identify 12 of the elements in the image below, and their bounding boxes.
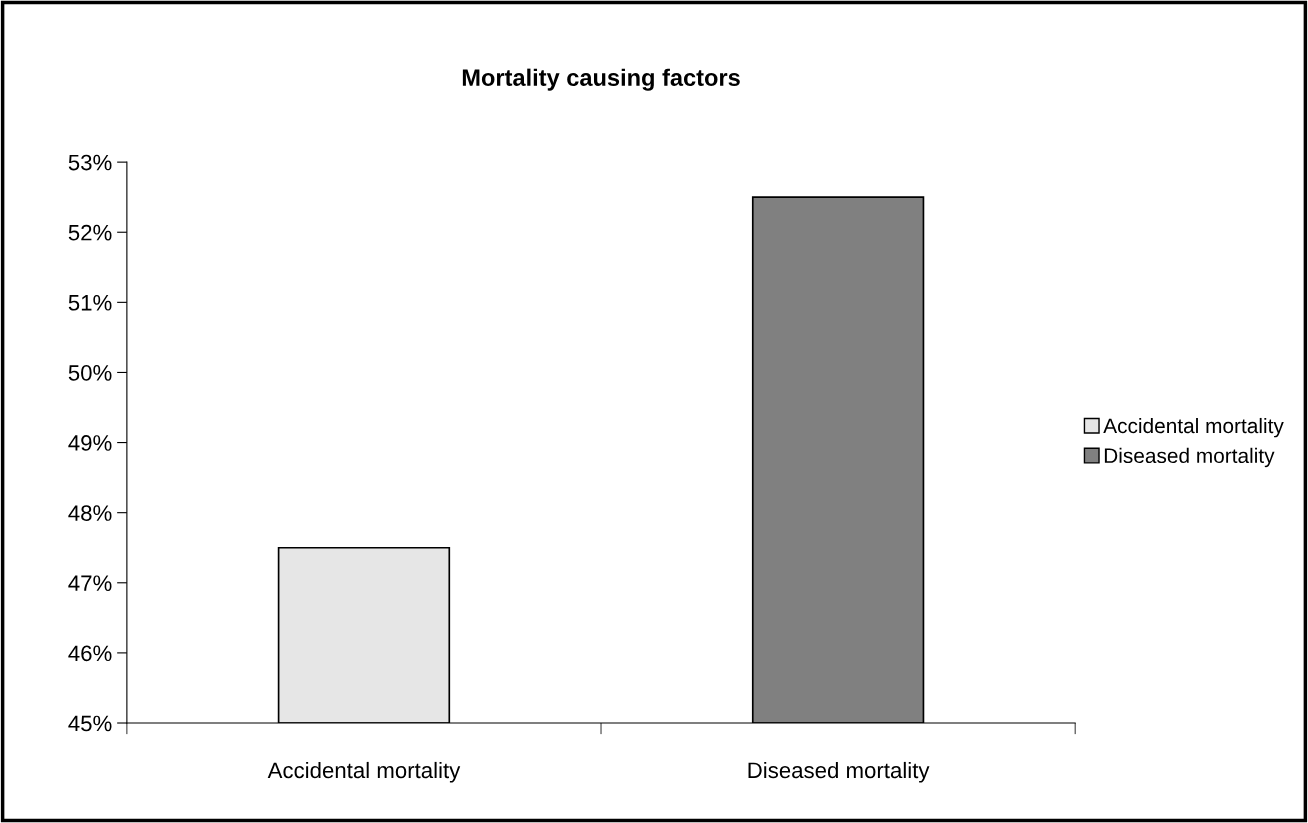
y-tick-label: 48% (68, 505, 112, 521)
y-tick-label: 50% (68, 364, 112, 381)
y-tick-label: 53% (68, 154, 112, 171)
y-tick-label: 52% (68, 224, 112, 241)
y-tick-label: 45% (68, 715, 112, 732)
y-tick-label: 49% (68, 435, 112, 451)
legend-label: Diseased mortality (1104, 447, 1275, 468)
y-tick-label: 47% (68, 575, 112, 591)
y-tick-label: 51% (68, 294, 112, 311)
chart-title: Mortality causing factors (462, 68, 740, 91)
y-tick-label: 46% (68, 645, 112, 662)
legend-label: Accidental mortality (1103, 417, 1284, 438)
